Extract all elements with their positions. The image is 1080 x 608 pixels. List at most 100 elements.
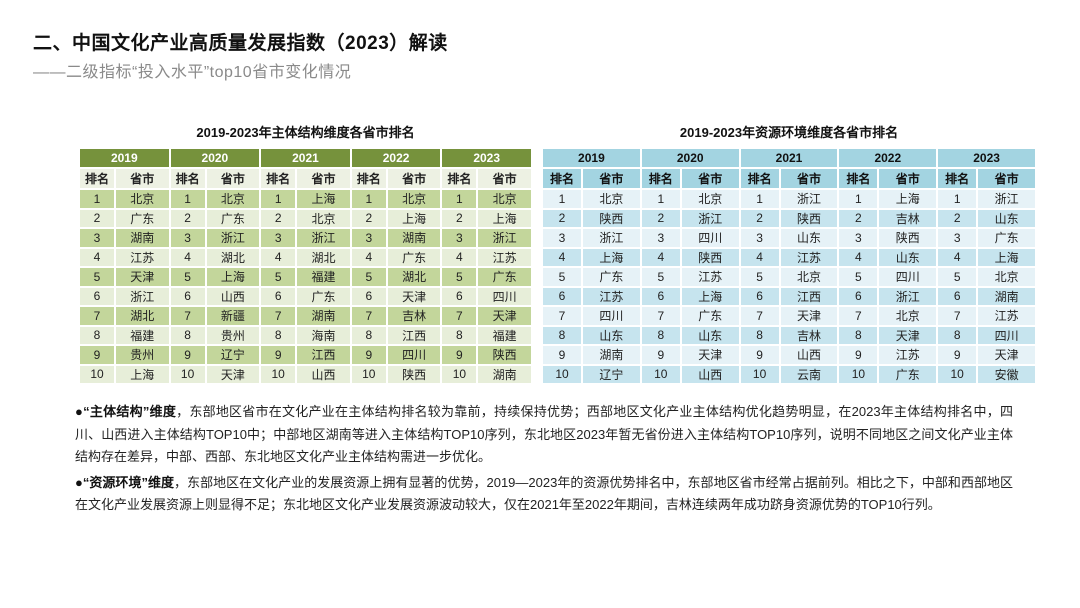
province-cell: 上海 <box>295 188 352 210</box>
rank-cell: 9 <box>738 344 781 366</box>
province-cell: 浙江 <box>295 227 352 249</box>
province-cell: 吉林 <box>877 207 939 229</box>
province-cell: 陕西 <box>778 207 840 229</box>
province-cell: 辽宁 <box>581 363 642 385</box>
rank-cell: 10 <box>837 363 880 385</box>
rank-cell: 10 <box>168 363 207 385</box>
province-cell: 北京 <box>114 188 171 210</box>
province-cell: 上海 <box>877 188 939 210</box>
rank-cell: 8 <box>259 324 298 346</box>
rank-cell: 9 <box>541 344 583 366</box>
year-header: 2019 <box>541 147 642 169</box>
rank-cell: 7 <box>639 305 682 327</box>
province-cell: 北京 <box>295 207 352 229</box>
province-cell: 四川 <box>385 344 443 366</box>
province-cell: 天津 <box>877 324 939 346</box>
province-cell: 江西 <box>295 344 352 366</box>
rank-cell: 6 <box>349 285 388 307</box>
province-cell: 江苏 <box>976 305 1037 327</box>
rank-cell: 4 <box>78 246 116 268</box>
rank-cell: 10 <box>349 363 388 385</box>
rank-cell: 4 <box>639 246 682 268</box>
province-cell: 浙江 <box>976 188 1037 210</box>
province-cell: 天津 <box>204 363 262 385</box>
table-row: 8 山东 8 山东 8 吉林 8 天津 8 四川 <box>541 324 1037 346</box>
table-row: 2 广东 2 广东 2 北京 2 上海 2 上海 <box>78 207 533 229</box>
province-cell: 江苏 <box>114 246 171 268</box>
rank-cell: 7 <box>738 305 781 327</box>
rank-cell: 4 <box>349 246 388 268</box>
rank-cell: 1 <box>936 188 979 210</box>
table-row: 3 浙江 3 四川 3 山东 3 陕西 3 广东 <box>541 227 1037 249</box>
province-cell: 广东 <box>204 207 262 229</box>
rank-column-header: 排名 <box>168 167 207 190</box>
table-row: 7 湖北 7 新疆 7 湖南 7 吉林 7 天津 <box>78 305 533 327</box>
province-cell: 广东 <box>476 266 533 288</box>
rank-cell: 5 <box>78 266 116 288</box>
rank-cell: 5 <box>168 266 207 288</box>
province-cell: 江西 <box>385 324 443 346</box>
rank-cell: 4 <box>168 246 207 268</box>
table-row: 6 浙江 6 山西 6 广东 6 天津 6 四川 <box>78 285 533 307</box>
province-cell: 贵州 <box>114 344 171 366</box>
province-column-header: 省市 <box>877 167 939 190</box>
rank-cell: 9 <box>440 344 479 366</box>
rank-column-header: 排名 <box>936 167 979 190</box>
rank-cell: 10 <box>738 363 781 385</box>
province-cell: 上海 <box>581 246 642 268</box>
rank-cell: 6 <box>168 285 207 307</box>
rank-cell: 2 <box>639 207 682 229</box>
province-cell: 四川 <box>877 266 939 288</box>
province-cell: 湖南 <box>114 227 171 249</box>
structure-note: ●“主体结构”维度，东部地区省市在文化产业在主体结构排名较为靠前，持续保持优势；… <box>75 401 1013 469</box>
analysis-notes: ●“主体结构”维度，东部地区省市在文化产业在主体结构排名较为靠前，持续保持优势；… <box>75 401 1013 517</box>
province-cell: 山东 <box>778 227 840 249</box>
province-cell: 山西 <box>204 285 262 307</box>
province-cell: 北京 <box>204 188 262 210</box>
structure-table-title: 2019-2023年主体结构维度各省市排名 <box>196 125 415 140</box>
rank-column-header: 排名 <box>639 167 682 190</box>
province-cell: 湖南 <box>476 363 533 385</box>
rank-cell: 3 <box>639 227 682 249</box>
structure-ranking-table: 2019 2020 2021 2022 2023 排名 省市 排名 省市 排名 省市 排名 省市 排名 省市… <box>78 147 533 385</box>
province-column-header: 省市 <box>476 167 533 190</box>
province-cell: 广东 <box>295 285 352 307</box>
rank-cell: 5 <box>738 266 781 288</box>
rank-cell: 10 <box>440 363 479 385</box>
rank-cell: 5 <box>541 266 583 288</box>
province-cell: 浙江 <box>581 227 642 249</box>
rank-cell: 10 <box>259 363 298 385</box>
rank-column-header: 排名 <box>349 167 388 190</box>
province-cell: 天津 <box>114 266 171 288</box>
province-cell: 福建 <box>476 324 533 346</box>
province-cell: 浙江 <box>877 285 939 307</box>
province-cell: 江苏 <box>778 246 840 268</box>
province-cell: 山西 <box>295 363 352 385</box>
rank-cell: 1 <box>639 188 682 210</box>
rank-cell: 8 <box>936 324 979 346</box>
province-cell: 山东 <box>877 246 939 268</box>
rank-cell: 8 <box>78 324 116 346</box>
rank-cell: 1 <box>541 188 583 210</box>
province-cell: 四川 <box>679 227 741 249</box>
province-cell: 北京 <box>476 188 533 210</box>
rank-cell: 1 <box>738 188 781 210</box>
rank-cell: 7 <box>837 305 880 327</box>
province-cell: 江苏 <box>476 246 533 268</box>
province-cell: 四川 <box>581 305 642 327</box>
rank-cell: 3 <box>541 227 583 249</box>
table-row: 10 上海 10 天津 10 山西 10 陕西 10 湖南 <box>78 363 533 385</box>
rank-cell: 2 <box>738 207 781 229</box>
rank-cell: 3 <box>440 227 479 249</box>
rank-cell: 9 <box>349 344 388 366</box>
table-row: 8 福建 8 贵州 8 海南 8 江西 8 福建 <box>78 324 533 346</box>
rank-cell: 6 <box>78 285 116 307</box>
year-header: 2020 <box>168 147 262 169</box>
province-cell: 陕西 <box>581 207 642 229</box>
province-cell: 湖南 <box>581 344 642 366</box>
table-row: 2 陕西 2 浙江 2 陕西 2 吉林 2 山东 <box>541 207 1037 229</box>
province-cell: 天津 <box>679 344 741 366</box>
province-cell: 山东 <box>976 207 1037 229</box>
province-cell: 天津 <box>385 285 443 307</box>
structure-note-lead: ●“主体结构”维度 <box>75 404 177 419</box>
